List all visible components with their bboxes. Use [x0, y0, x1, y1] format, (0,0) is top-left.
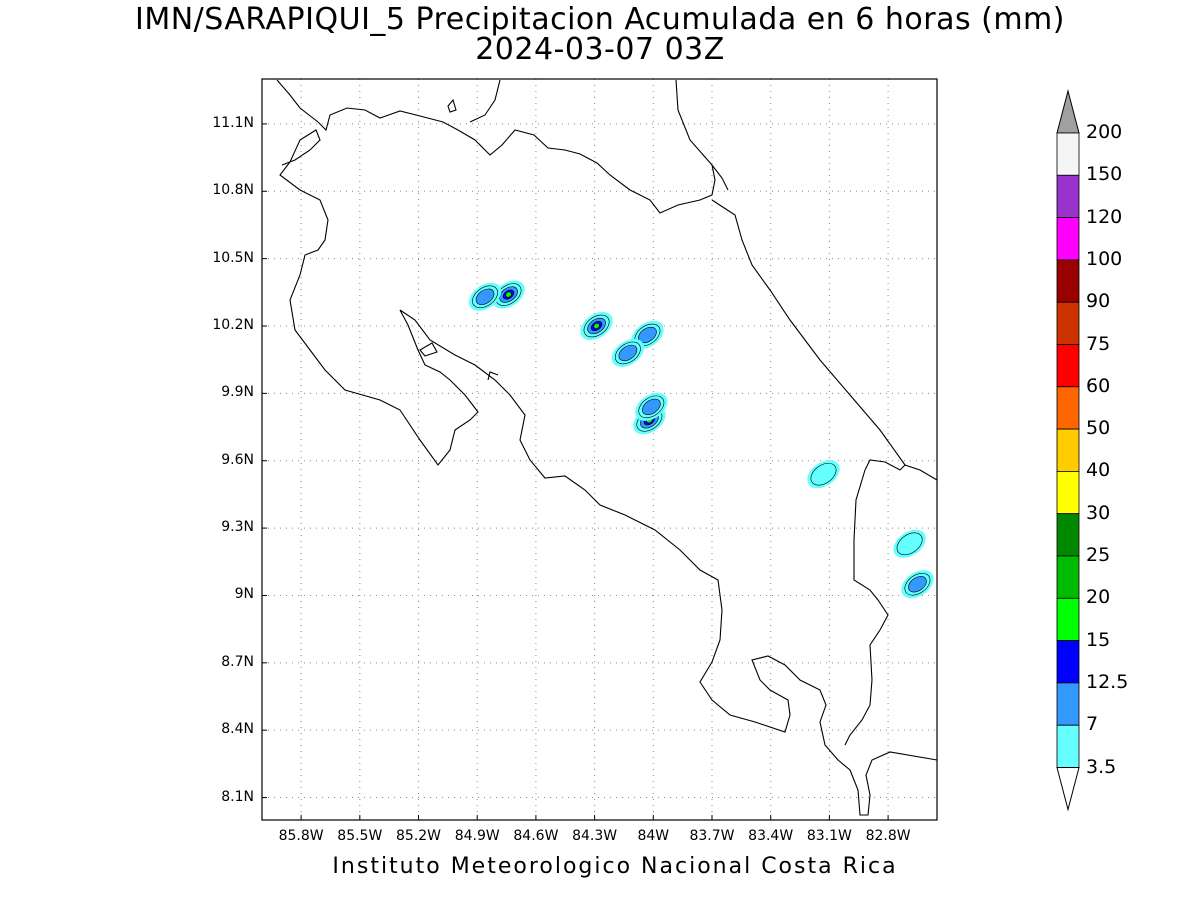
- precip-cell: [810, 462, 837, 486]
- colorbar-swatch: [1056, 344, 1080, 388]
- lat-tick-label: 9.3N: [221, 519, 254, 536]
- colorbar-label: 30: [1086, 501, 1111, 524]
- lat-tick-label: 9.9N: [221, 384, 254, 401]
- coastline: [276, 79, 938, 816]
- colorbar-label: 50: [1086, 417, 1111, 440]
- precip-cell: [618, 344, 638, 362]
- lon-tick-label: 83.4W: [748, 828, 794, 844]
- colorbar-swatch: [1056, 174, 1080, 219]
- lon-tick-label: 85.2W: [396, 828, 442, 844]
- lon-tick-label: 83.1W: [806, 828, 852, 844]
- lon-tick-label: 84.3W: [572, 828, 618, 844]
- colorbar-swatch: [1056, 640, 1080, 684]
- colorbar-label: 75: [1086, 332, 1111, 355]
- precip-cell: [475, 288, 495, 305]
- caribbean-coast: [711, 199, 938, 481]
- colorbar-swatch: [1056, 724, 1080, 768]
- footer-credit: Instituto Meteorologico Nacional Costa R…: [332, 854, 898, 879]
- lat-tick-label: 9.6N: [221, 451, 254, 468]
- colorbar-swatch: [1056, 217, 1080, 261]
- nicaragua-lake-shore: [276, 79, 716, 214]
- colorbar-swatch: [1056, 428, 1080, 472]
- lon-tick-label: 83.7W: [689, 828, 735, 844]
- colorbar-label: 3.5: [1086, 755, 1117, 778]
- colorbar-swatch: [1056, 597, 1080, 641]
- lat-tick-label: 10.2N: [212, 317, 254, 333]
- pacific-coast: [279, 129, 938, 816]
- lat-tick-label: 8.7N: [221, 653, 254, 670]
- colorbar-swatch: [1056, 301, 1080, 345]
- lat-tick-label: 10.5N: [212, 249, 254, 266]
- map-title: IMN/SARAPIQUI_5 Precipitacion Acumulada …: [135, 2, 1065, 37]
- precip-cell: [896, 532, 923, 556]
- colorbar-label: 20: [1086, 586, 1111, 609]
- lon-tick-label: 85.5W: [337, 828, 383, 844]
- map-frame: [261, 78, 938, 821]
- lat-tick-label: 9N: [234, 586, 254, 603]
- lon-tick-label: 84.6W: [513, 828, 559, 844]
- colorbar-label: 15: [1086, 628, 1111, 651]
- colorbar-swatch: [1056, 132, 1080, 176]
- island-small: [447, 98, 457, 113]
- colorbar-label: 7: [1086, 713, 1099, 736]
- precip-cell: [908, 576, 927, 593]
- precip-cell: [505, 291, 512, 298]
- lon-tick-label: 82.8W: [865, 828, 911, 844]
- precip-cell: [642, 398, 661, 415]
- colorbar-swatch: [1056, 259, 1080, 303]
- colorbar-swatch: [1056, 386, 1080, 430]
- lat-tick-label: 8.1N: [221, 788, 254, 805]
- colorbar-over-arrow: [1056, 89, 1080, 134]
- precip-cell: [593, 323, 600, 329]
- colorbar-swatch: [1056, 682, 1080, 726]
- lat-tick-label: 11.1N: [212, 114, 254, 131]
- panama-border: [844, 459, 906, 746]
- colorbar-swatch: [1056, 470, 1080, 515]
- colorbar-label: 40: [1086, 459, 1111, 482]
- colorbar-swatch: [1056, 513, 1080, 557]
- map-datetime: 2024-03-07 03Z: [475, 32, 725, 67]
- lon-tick-label: 84.9W: [454, 828, 500, 844]
- colorbar-label: 60: [1086, 374, 1111, 397]
- colorbar-under-arrow: [1056, 767, 1080, 812]
- precipitation-field: [468, 280, 934, 599]
- colorbar-label: 90: [1086, 290, 1111, 313]
- colorbar-label: 120: [1086, 205, 1123, 228]
- nicaragua-east-coast: [469, 79, 501, 123]
- colorbar-label: 100: [1086, 247, 1123, 270]
- lon-tick-label: 84W: [637, 828, 670, 844]
- nicoya-gulf-island: [419, 342, 438, 357]
- lon-tick-label: 85.8W: [278, 828, 324, 844]
- colorbar-label: 150: [1086, 163, 1123, 186]
- colorbar-label: 12.5: [1086, 670, 1129, 693]
- caribbean-north: [675, 79, 729, 191]
- lat-tick-label: 8.4N: [221, 721, 254, 738]
- colorbar: [1056, 89, 1080, 812]
- colorbar-label: 200: [1086, 121, 1123, 143]
- colorbar-swatch: [1056, 555, 1080, 599]
- gulf-detail: [487, 371, 499, 381]
- lat-tick-label: 10.8N: [212, 182, 254, 199]
- lat-lon-grid: [262, 79, 937, 820]
- colorbar-label: 25: [1086, 544, 1111, 566]
